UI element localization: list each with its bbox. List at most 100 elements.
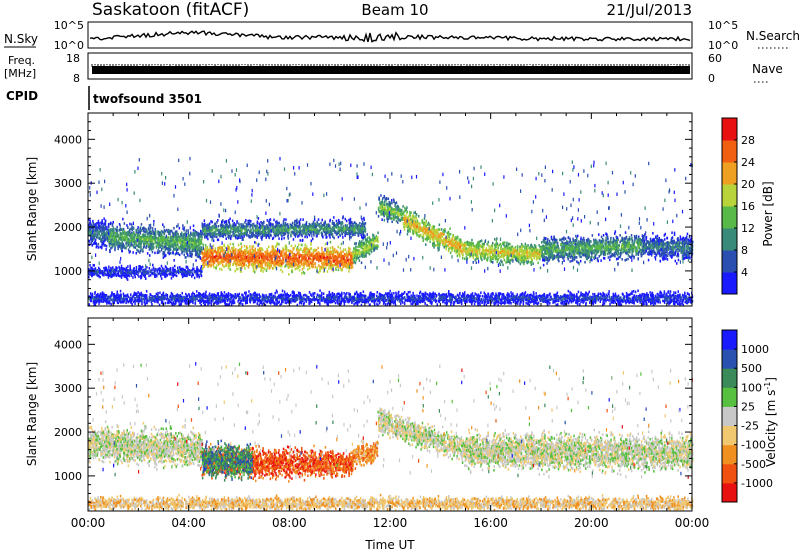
heatmap-cell [482, 243, 484, 246]
heatmap-cell [160, 236, 162, 239]
heatmap-cell [114, 243, 116, 246]
heatmap-cell [325, 258, 327, 261]
heatmap-cell [304, 272, 306, 275]
heatmap-cell [343, 248, 345, 251]
heatmap-cell [145, 243, 147, 246]
heatmap-cell [253, 261, 255, 264]
heatmap-cell [526, 252, 528, 255]
heatmap-cell [305, 251, 307, 254]
heatmap-cell [427, 239, 429, 242]
heatmap-cell [290, 264, 292, 267]
heatmap-cell [137, 250, 139, 253]
heatmap-cell [351, 255, 353, 258]
heatmap-cell [213, 245, 215, 248]
heatmap-cell [228, 254, 230, 257]
heatmap-cell [173, 259, 175, 262]
heatmap-cell [184, 246, 186, 249]
heatmap-cell [503, 257, 505, 260]
heatmap-cell [393, 217, 395, 220]
heatmap-cell [189, 238, 191, 241]
heatmap-cell [382, 205, 384, 208]
heatmap-cell [193, 233, 195, 236]
heatmap-cell [443, 239, 445, 242]
heatmap-cell [288, 256, 290, 259]
heatmap-cell [344, 263, 346, 266]
heatmap-cell [207, 251, 209, 254]
nsky-frame [88, 22, 692, 48]
heatmap-cell [415, 225, 417, 228]
heatmap-cell [367, 250, 369, 253]
heatmap-cell [209, 249, 211, 252]
heatmap-cell [304, 250, 306, 253]
heatmap-cell [330, 256, 332, 259]
heatmap-cell [504, 248, 506, 251]
heatmap-cell [176, 249, 178, 252]
heatmap-cell [223, 245, 225, 248]
freq-panel: Freq. [MHz] 18 8 60 0 Nave [4, 52, 783, 85]
heatmap-cell [187, 238, 189, 241]
heatmap-cell [178, 235, 180, 238]
heatmap-cell [528, 257, 530, 260]
heatmap-cell [459, 246, 461, 249]
heatmap-cell [350, 252, 352, 255]
heatmap-cell [311, 258, 313, 261]
heatmap-cell [305, 254, 307, 257]
heatmap-cell [506, 244, 508, 247]
heatmap-cell [378, 210, 380, 213]
heatmap-cell [325, 243, 327, 246]
heatmap-cell [348, 253, 350, 256]
heatmap-cell [230, 243, 232, 246]
heatmap-cell [93, 236, 95, 239]
heatmap-cell [462, 247, 464, 250]
heatmap-cell [200, 248, 202, 251]
heatmap-cell [203, 256, 205, 259]
heatmap-cell [437, 238, 439, 241]
heatmap-cell [522, 249, 524, 252]
heatmap-cell [301, 244, 303, 247]
heatmap-cell [335, 256, 337, 259]
heatmap-cell [256, 252, 258, 255]
heatmap-cell [391, 199, 393, 202]
heatmap-cell [183, 240, 185, 243]
heatmap-cell [457, 236, 459, 239]
heatmap-cell [416, 226, 418, 229]
heatmap-cell [414, 228, 416, 231]
heatmap-cell [243, 252, 245, 255]
heatmap-cell [198, 233, 200, 236]
heatmap-cell [176, 245, 178, 248]
heatmap-cell [170, 252, 172, 255]
heatmap-cell [350, 262, 352, 265]
heatmap-cell [119, 242, 121, 245]
heatmap-cell [311, 262, 313, 265]
heatmap-cell [206, 258, 208, 261]
heatmap-cell [505, 261, 507, 264]
freq-tick-top: 18 [66, 52, 80, 65]
heatmap-cell [337, 246, 339, 249]
heatmap-cell [401, 217, 403, 220]
heatmap-cell [369, 238, 371, 241]
heatmap-cell [351, 267, 353, 270]
heatmap-cell [212, 252, 214, 255]
heatmap-cell [375, 247, 377, 250]
heatmap-cell [538, 252, 540, 255]
heatmap-cell [330, 241, 332, 244]
heatmap-cell [435, 237, 437, 240]
heatmap-cell [273, 267, 275, 270]
nsky-tick-bottom: 10^0 [54, 39, 84, 52]
heatmap-cell [105, 248, 107, 251]
heatmap-cell [338, 256, 340, 259]
heatmap-cell [376, 237, 378, 240]
heatmap-cell [323, 257, 325, 260]
heatmap-cell [392, 211, 394, 214]
heatmap-cell [339, 253, 341, 256]
heatmap-cell [302, 268, 304, 271]
heatmap-cell [218, 263, 220, 266]
heatmap-cell [181, 232, 183, 235]
heatmap-cell [426, 225, 428, 228]
heatmap-cell [126, 245, 128, 248]
heatmap-cell [115, 244, 117, 247]
heatmap-cell [287, 265, 289, 268]
heatmap-cell [459, 255, 461, 258]
heatmap-cell [149, 232, 151, 235]
heatmap-cell [196, 245, 198, 248]
